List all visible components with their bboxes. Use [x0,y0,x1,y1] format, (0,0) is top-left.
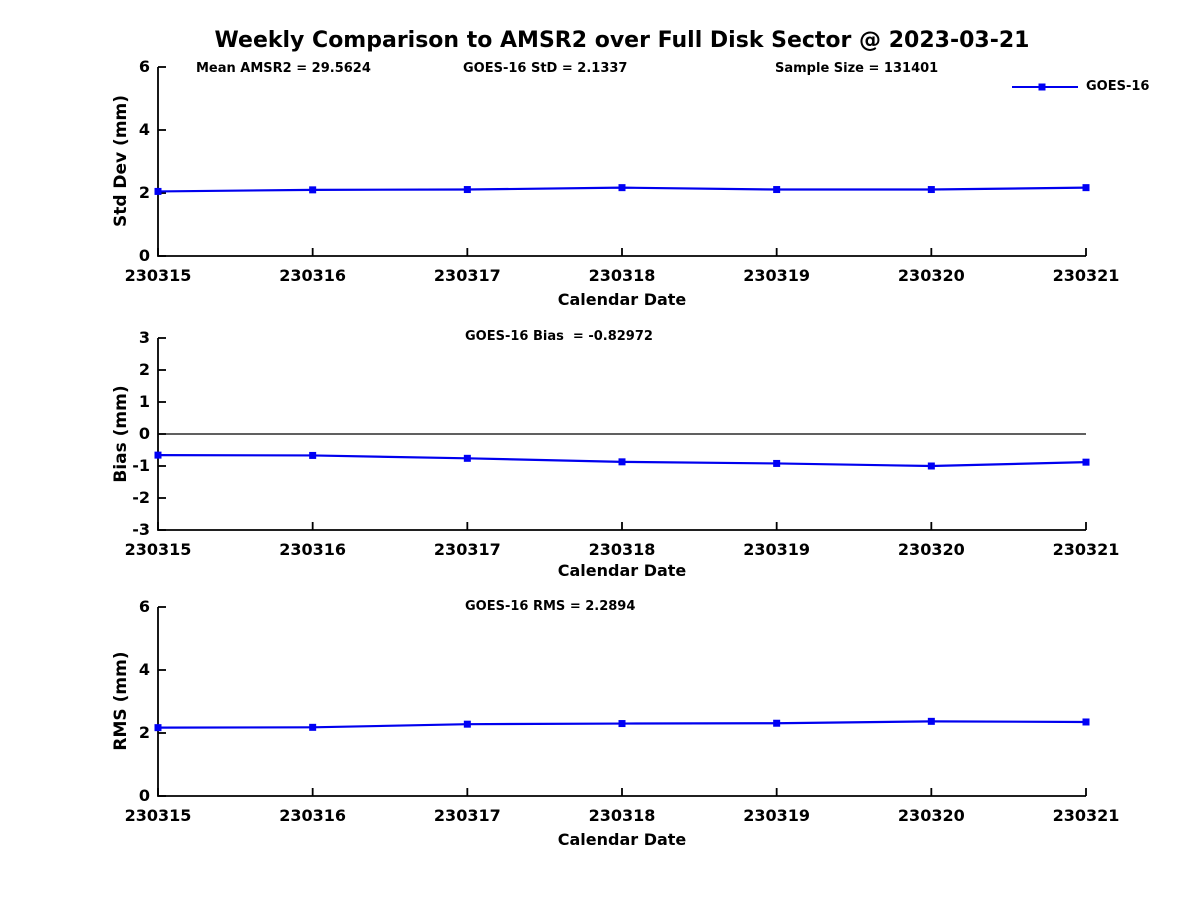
y-axis-label-rms: RMS (mm) [111,651,131,751]
figure-title: Weekly Comparison to AMSR2 over Full Dis… [214,28,1030,53]
y-tick-label: 0 [138,786,150,805]
x-tick-label: 230321 [1052,540,1120,559]
annotation-goes16-bias: GOES-16 Bias = -0.82972 [465,329,653,344]
x-tick-label: 230319 [743,266,811,285]
y-tick-label: 1 [138,392,150,411]
y-tick-label: -3 [132,520,150,539]
y-tick-label: 0 [138,424,150,443]
annotation-goes16-rms: GOES-16 RMS = 2.2894 [465,599,636,614]
y-axis-label-stddev: Std Dev (mm) [111,94,131,228]
x-axis-label-1: Calendar Date [557,290,687,309]
y-tick-label: 2 [138,183,150,202]
y-tick-label: 4 [138,660,150,679]
x-tick-label: 230317 [433,266,501,285]
x-tick-label: 230315 [124,540,192,559]
x-axis-label-2: Calendar Date [557,561,687,580]
annotation-goes16-std: GOES-16 StD = 2.1337 [463,61,628,76]
y-tick-label: 3 [138,328,150,347]
y-tick-label: 0 [138,246,150,265]
x-tick-label: 230318 [588,266,656,285]
x-tick-label: 230318 [588,806,656,825]
legend-line-marker-icon [1012,83,1078,90]
y-tick-label: 2 [138,723,150,742]
x-tick-label: 230315 [124,806,192,825]
x-tick-label: 230315 [124,266,192,285]
x-tick-label: 230317 [433,540,501,559]
y-tick-label: 6 [138,57,150,76]
annotation-sample-size: Sample Size = 131401 [775,61,939,76]
y-tick-label: 4 [138,120,150,139]
x-tick-label: 230321 [1052,806,1120,825]
y-tick-label: -1 [132,456,150,475]
x-tick-label: 230316 [279,540,347,559]
x-tick-label: 230316 [279,806,347,825]
x-tick-label: 230317 [433,806,501,825]
y-tick-label: -2 [132,488,150,507]
x-tick-label: 230320 [897,806,965,825]
x-tick-label: 230319 [743,806,811,825]
y-tick-label: 6 [138,597,150,616]
x-tick-label: 230320 [897,540,965,559]
x-tick-label: 230319 [743,540,811,559]
x-tick-label: 230321 [1052,266,1120,285]
y-tick-label: 2 [138,360,150,379]
x-tick-label: 230316 [279,266,347,285]
legend: GOES-16 [1012,79,1149,94]
x-tick-label: 230320 [897,266,965,285]
legend-label: GOES-16 [1086,79,1150,94]
x-tick-label: 230318 [588,540,656,559]
annotation-mean-amsr2: Mean AMSR2 = 29.5624 [196,61,371,76]
x-axis-label-3: Calendar Date [557,830,687,849]
